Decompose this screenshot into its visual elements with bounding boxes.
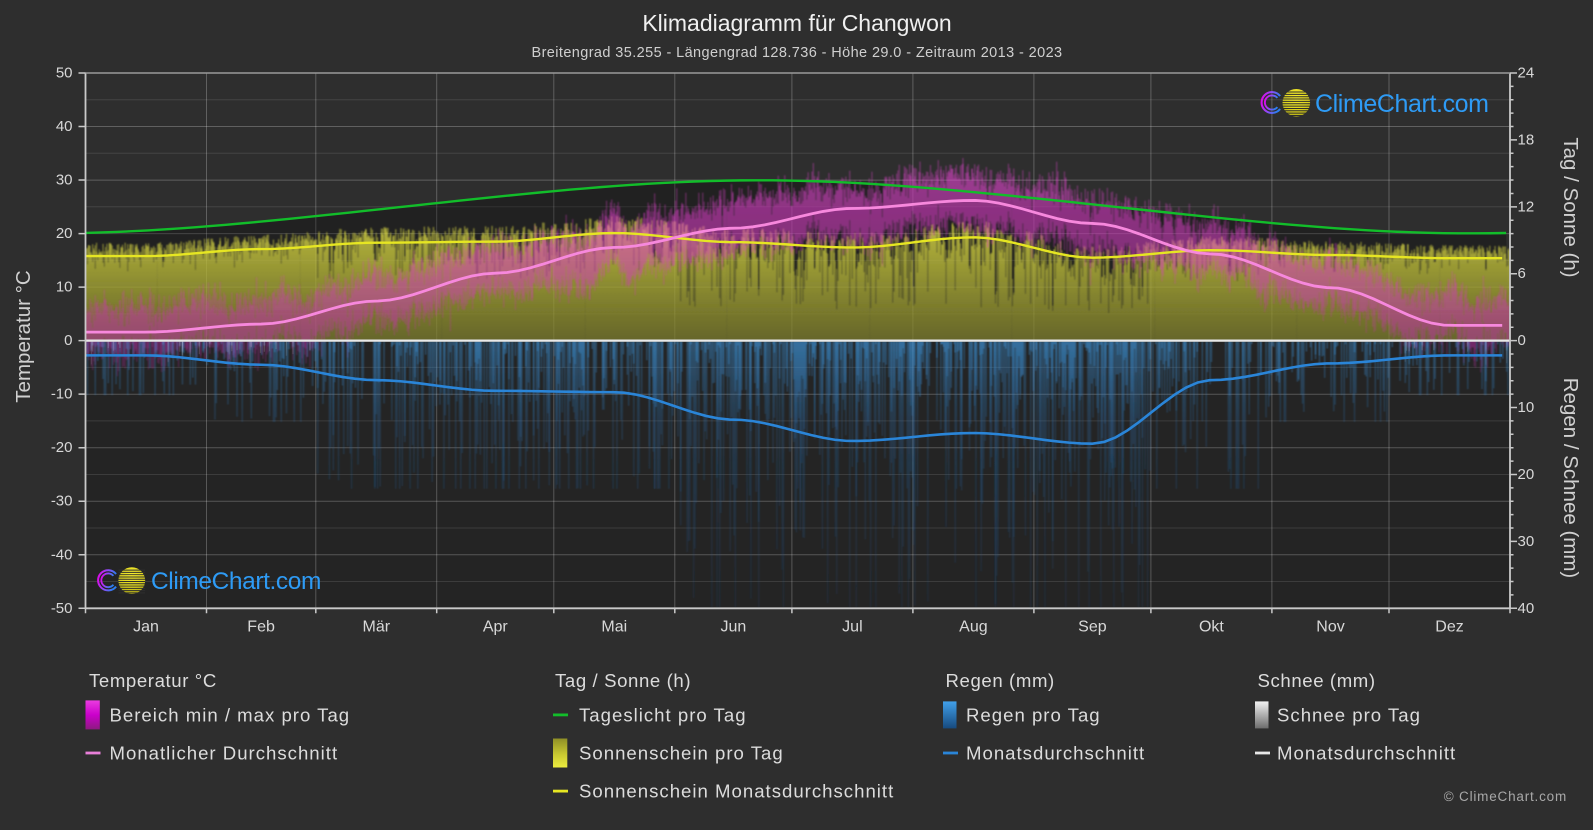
svg-text:Regen (mm): Regen (mm) xyxy=(946,670,1055,691)
svg-text:0: 0 xyxy=(64,332,72,349)
svg-text:© ClimeChart.com: © ClimeChart.com xyxy=(1444,789,1567,804)
svg-text:6: 6 xyxy=(1518,265,1526,282)
svg-text:20: 20 xyxy=(1518,466,1535,483)
svg-text:Tag / Sonne (h): Tag / Sonne (h) xyxy=(555,670,691,691)
svg-text:Tageslicht pro Tag: Tageslicht pro Tag xyxy=(579,704,747,725)
svg-text:Mai: Mai xyxy=(601,619,627,636)
svg-text:10: 10 xyxy=(1518,399,1535,416)
svg-text:40: 40 xyxy=(56,118,73,135)
svg-text:Sep: Sep xyxy=(1078,619,1107,636)
svg-text:Mär: Mär xyxy=(363,619,391,636)
svg-text:Monatlicher Durchschnitt: Monatlicher Durchschnitt xyxy=(110,743,339,764)
svg-text:-40: -40 xyxy=(51,546,73,563)
svg-text:Tag / Sonne (h): Tag / Sonne (h) xyxy=(1559,137,1582,277)
svg-text:24: 24 xyxy=(1518,64,1535,81)
svg-text:50: 50 xyxy=(56,64,73,81)
svg-text:Okt: Okt xyxy=(1199,619,1224,636)
svg-text:10: 10 xyxy=(56,279,73,296)
svg-text:-30: -30 xyxy=(51,493,73,510)
svg-text:12: 12 xyxy=(1518,198,1535,215)
svg-text:Regen / Schnee (mm): Regen / Schnee (mm) xyxy=(1559,378,1582,579)
svg-text:Feb: Feb xyxy=(247,619,275,636)
svg-text:30: 30 xyxy=(1518,533,1535,550)
svg-text:Nov: Nov xyxy=(1316,619,1344,636)
svg-text:18: 18 xyxy=(1518,131,1535,148)
svg-text:Breitengrad 35.255 - Längengra: Breitengrad 35.255 - Längengrad 128.736 … xyxy=(532,45,1063,61)
svg-text:Temperatur °C: Temperatur °C xyxy=(89,670,217,691)
svg-text:Regen pro Tag: Regen pro Tag xyxy=(966,704,1101,725)
svg-text:Monatsdurchschnitt: Monatsdurchschnitt xyxy=(1277,743,1456,764)
svg-text:30: 30 xyxy=(56,172,73,189)
svg-text:ClimeChart.com: ClimeChart.com xyxy=(1315,90,1489,118)
svg-text:Bereich min / max pro Tag: Bereich min / max pro Tag xyxy=(110,704,351,725)
svg-text:Schnee (mm): Schnee (mm) xyxy=(1258,670,1376,691)
svg-text:Klimadiagramm für Changwon: Klimadiagramm für Changwon xyxy=(642,10,951,36)
svg-text:0: 0 xyxy=(1518,332,1526,349)
svg-text:Sonnenschein Monatsdurchschnit: Sonnenschein Monatsdurchschnitt xyxy=(579,781,894,802)
svg-text:Temperatur °C: Temperatur °C xyxy=(12,270,35,403)
svg-text:Monatsdurchschnitt: Monatsdurchschnitt xyxy=(966,743,1145,764)
svg-text:Jan: Jan xyxy=(133,619,159,636)
svg-text:-10: -10 xyxy=(51,386,73,403)
svg-text:Dez: Dez xyxy=(1435,619,1463,636)
svg-text:ClimeChart.com: ClimeChart.com xyxy=(151,568,321,595)
svg-text:40: 40 xyxy=(1518,600,1535,617)
svg-text:Aug: Aug xyxy=(959,619,987,636)
svg-text:-20: -20 xyxy=(51,439,73,456)
svg-text:-50: -50 xyxy=(51,600,73,617)
svg-text:Jun: Jun xyxy=(721,619,747,636)
svg-text:Apr: Apr xyxy=(483,619,509,636)
svg-text:Jul: Jul xyxy=(842,619,862,636)
svg-text:20: 20 xyxy=(56,225,73,242)
svg-text:Schnee pro Tag: Schnee pro Tag xyxy=(1277,704,1421,725)
svg-text:Sonnenschein pro Tag: Sonnenschein pro Tag xyxy=(579,743,784,764)
